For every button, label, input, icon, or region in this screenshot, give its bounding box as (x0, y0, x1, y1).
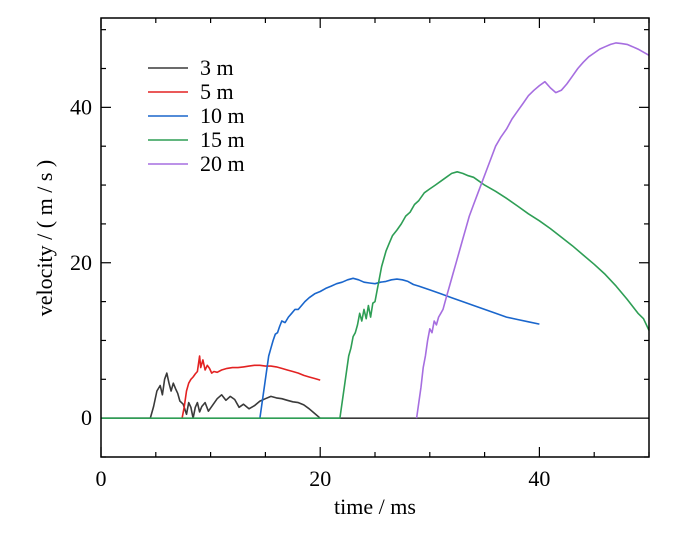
x-tick-label: 0 (96, 466, 107, 491)
x-tick-label: 20 (309, 466, 331, 491)
legend-label: 10 m (200, 103, 245, 128)
legend: 3 m5 m10 m15 m20 m (148, 55, 245, 176)
series-line-5m (181, 355, 321, 419)
series-line-3m (101, 372, 649, 419)
x-tick-label: 40 (528, 466, 550, 491)
y-tick-label: 20 (70, 250, 92, 275)
y-tick-label: 40 (70, 94, 92, 119)
legend-label: 5 m (200, 79, 234, 104)
series-line-10m (259, 277, 540, 419)
series-lines (101, 42, 650, 419)
legend-label: 15 m (200, 127, 245, 152)
series-line-20m (415, 42, 650, 419)
plot-frame (100, 17, 650, 458)
legend-label: 3 m (200, 55, 234, 80)
x-axis-title: time / ms (334, 494, 416, 519)
y-axis-title: velocity / ( m / s ) (32, 160, 57, 316)
y-tick-label: 0 (81, 405, 92, 430)
series-line-15m (101, 171, 650, 419)
tick-labels: 0 20 40 0 20 40 (70, 94, 550, 491)
legend-label: 20 m (200, 151, 245, 176)
